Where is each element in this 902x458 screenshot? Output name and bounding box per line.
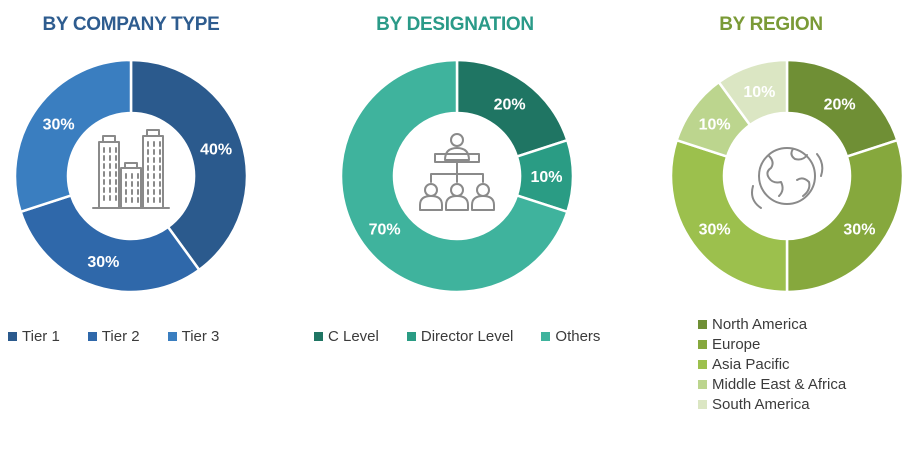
data-label-middle-east-africa: 10% bbox=[699, 116, 731, 133]
org-hierarchy-icon bbox=[419, 133, 495, 211]
legend-item-asia-pacific: Asia Pacific bbox=[698, 354, 846, 374]
legend-item-middle-east-africa: Middle East & Africa bbox=[698, 374, 846, 394]
legend-label: Tier 3 bbox=[181, 328, 220, 345]
data-label-asia-pacific: 30% bbox=[699, 222, 731, 239]
legend-item-others: Others bbox=[541, 328, 600, 345]
pie-slice-south-america bbox=[717, 58, 789, 127]
legend-swatch bbox=[698, 399, 707, 409]
legend-swatch bbox=[698, 319, 707, 329]
pie-slice-asia-pacific bbox=[669, 138, 789, 294]
chart-panel-designation: BY DESIGNATION 20% 10% 70% C Level Director… bbox=[300, 0, 610, 458]
legend-item-c-level: C Level bbox=[314, 328, 379, 345]
legend-label: North America bbox=[712, 315, 808, 333]
legend-item-tier-2: Tier 2 bbox=[87, 328, 140, 345]
legend-label: Tier 2 bbox=[101, 328, 140, 345]
chart-title: BY REGION bbox=[719, 14, 823, 35]
chart-title: BY DESIGNATION bbox=[376, 14, 534, 35]
chart-panel-region: BY REGION 20% 30% 30% 10% 10% North America E… bbox=[640, 0, 902, 458]
globe-icon bbox=[751, 147, 824, 209]
legend-item-south-america: South America bbox=[698, 394, 846, 414]
pie-slice-tier-2 bbox=[19, 193, 201, 294]
data-label-others: 70% bbox=[369, 222, 401, 239]
data-label-north-america: 20% bbox=[824, 97, 856, 114]
legend-item-tier-1: Tier 1 bbox=[8, 328, 60, 345]
pie-slice-others bbox=[339, 58, 569, 294]
pie-slice-north-america bbox=[785, 58, 899, 159]
data-label-c-level: 20% bbox=[494, 97, 526, 114]
data-label-europe: 30% bbox=[843, 222, 875, 239]
data-label-director-level: 10% bbox=[530, 169, 562, 186]
legend-swatch bbox=[167, 332, 177, 341]
legend-swatch bbox=[698, 379, 707, 389]
donut-chart-region: 20% 30% 30% 10% 10% bbox=[669, 58, 902, 294]
legend-swatch bbox=[314, 332, 323, 341]
legend-label: Middle East & Africa bbox=[712, 375, 847, 393]
legend-swatch bbox=[698, 339, 707, 349]
pie-slice-c-level bbox=[455, 58, 569, 159]
donut-chart-company-type: 40% 30% 30% bbox=[13, 58, 249, 294]
chart-legend: North America Europe Asia Pacific Middle Ea… bbox=[698, 314, 846, 414]
legend-label: South America bbox=[712, 395, 810, 413]
legend-label: Asia Pacific bbox=[712, 355, 790, 373]
legend-item-tier-3: Tier 3 bbox=[167, 328, 220, 345]
chart-panel-company-type: BY COMPANY TYPE 40% 30% 30% Tier 1 Tier 2 Ti… bbox=[0, 0, 262, 458]
legend-item-north-america: North America bbox=[698, 314, 846, 334]
legend-swatch bbox=[406, 332, 416, 341]
chart-legend: Tier 1 Tier 2 Tier 3 bbox=[8, 328, 247, 345]
pie-slice-tier-1 bbox=[129, 58, 249, 272]
donut-chart-designation: 20% 10% 70% bbox=[339, 58, 575, 294]
legend-label: Europe bbox=[712, 335, 761, 353]
chart-title: BY COMPANY TYPE bbox=[42, 14, 220, 35]
legend-label: Tier 1 bbox=[22, 328, 60, 345]
data-label-tier-2: 30% bbox=[87, 254, 119, 271]
chart-legend: C Level Director Level Others bbox=[314, 328, 628, 345]
legend-swatch bbox=[541, 332, 551, 341]
legend-item-europe: Europe bbox=[698, 334, 846, 354]
legend-swatch bbox=[8, 332, 17, 341]
legend-item-director-level: Director Level bbox=[406, 328, 514, 345]
pie-slice-europe bbox=[785, 138, 902, 294]
legend-label: C Level bbox=[328, 328, 379, 345]
pie-slice-tier-3 bbox=[13, 58, 133, 214]
legend-swatch bbox=[87, 332, 97, 341]
data-label-tier-3: 30% bbox=[43, 116, 75, 133]
legend-swatch bbox=[698, 359, 707, 369]
data-label-tier-1: 40% bbox=[200, 141, 232, 158]
legend-label: Director Level bbox=[420, 328, 514, 345]
buildings-icon bbox=[92, 129, 170, 209]
legend-label: Others bbox=[555, 328, 601, 345]
data-label-south-america: 10% bbox=[743, 84, 775, 101]
